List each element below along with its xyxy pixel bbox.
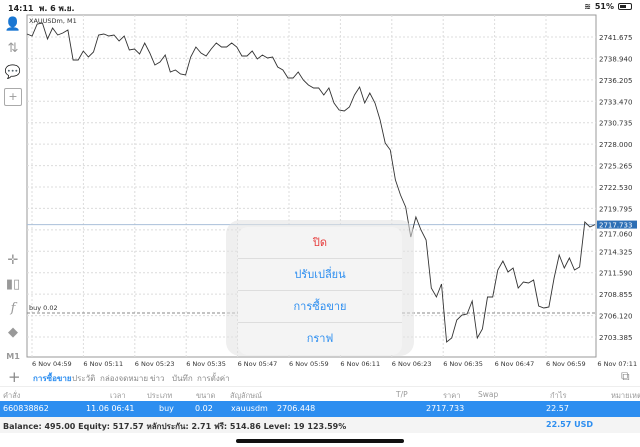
table-row[interactable]: 660838862 11.06 06:41 buy 0.02 xauusdm 2… xyxy=(0,401,640,417)
clock: 14:11 xyxy=(8,4,34,13)
price-tick-label: 2703.385 xyxy=(599,334,632,342)
price-tick-label: 2733.470 xyxy=(599,98,632,106)
order-line-label: buy 0.02 xyxy=(29,304,58,312)
symbol-label: XAUUSDm, M1 xyxy=(29,17,77,25)
time-tick-label: 6 Nov 06:35 xyxy=(443,360,483,368)
price-tick-label: 2738.940 xyxy=(599,55,632,63)
indicator-icon[interactable]: f xyxy=(10,301,16,316)
price-tick-label: 2706.120 xyxy=(599,313,632,321)
layout-toggle-icon[interactable]: ⧉ xyxy=(621,369,630,383)
total-profit: 22.57 USD xyxy=(546,420,593,429)
order-id: 660838862 xyxy=(3,404,49,413)
order-time: 11.06 06:41 xyxy=(86,404,135,413)
time-tick-label: 6 Nov 05:47 xyxy=(238,360,278,368)
time-tick-label: 6 Nov 05:59 xyxy=(289,360,329,368)
balance-bar: Balance: 495.00 Equity: 517.57 หลักประกั… xyxy=(0,417,640,433)
profit: 22.57 xyxy=(546,404,569,413)
time-tick-label: 6 Nov 05:23 xyxy=(135,360,175,368)
wifi-icon: ≋ xyxy=(584,2,591,11)
price-tick-label: 2714.325 xyxy=(599,248,632,256)
tab-settings[interactable]: การตั้งค่า xyxy=(197,374,230,383)
add-icon[interactable]: + xyxy=(8,368,21,386)
table-header: คำสั่ง เวลา ประเภท ขนาด สัญลักษณ์ T/P รา… xyxy=(0,386,640,401)
time-tick-label: 6 Nov 06:11 xyxy=(340,360,380,368)
tab-history[interactable]: ประวัติ xyxy=(72,374,96,383)
bottom-toolbar: + การซื้อขาย ประวัติ กล่องจดหมาย ข่าว บั… xyxy=(0,368,640,386)
price-tick-label: 2717.060 xyxy=(599,231,632,239)
account-icon[interactable]: 👤 xyxy=(4,17,22,32)
objects-icon[interactable]: ◆ xyxy=(8,325,18,340)
order-symbol: xauusdm xyxy=(231,404,268,413)
col-tp: T/P xyxy=(396,390,408,399)
time-tick-label: 6 Nov 06:47 xyxy=(495,360,535,368)
balance-text: Balance: 495.00 Equity: 517.57 หลักประกั… xyxy=(3,422,347,431)
time-tick-label: 6 Nov 07:11 xyxy=(597,360,637,368)
menu-item-close[interactable]: ปิด xyxy=(238,227,402,259)
new-order-icon[interactable]: + xyxy=(4,88,22,106)
tab-trade[interactable]: การซื้อขาย xyxy=(33,374,72,383)
crosshair-icon[interactable]: ✛ xyxy=(7,253,19,268)
chart-sidebar: 👤 ⇅ 💬 + ✛ ▮▯ f ◆ M1 xyxy=(0,14,26,364)
price-tick-label: 2741.675 xyxy=(599,34,632,42)
price-tick-label: 2719.795 xyxy=(599,205,632,213)
time-tick-label: 6 Nov 05:11 xyxy=(83,360,123,368)
price-tick-label: 2736.205 xyxy=(599,77,632,85)
price-series-line xyxy=(26,22,596,343)
time-tick-label: 6 Nov 05:35 xyxy=(186,360,226,368)
menu-item-trade[interactable]: การซื้อขาย xyxy=(238,291,402,323)
status-bar: 14:11 พ. 6 พ.ย. ≋ 51% xyxy=(0,0,640,13)
col-volume: ขนาด xyxy=(196,391,216,400)
col-symbol: สัญลักษณ์ xyxy=(230,391,263,400)
order-type: buy xyxy=(159,404,174,413)
price-tick-label: 2725.265 xyxy=(599,163,632,171)
time-tick-label: 6 Nov 04:59 xyxy=(32,360,72,368)
battery-icon xyxy=(618,3,632,10)
col-price: ราคา xyxy=(443,391,461,400)
col-comment: หมายเหตุ xyxy=(611,391,640,400)
price-tick-label: 2722.530 xyxy=(599,184,632,192)
order-action-menu: ปิด ปรับเปลี่ยน การซื้อขาย กราฟ xyxy=(238,227,402,355)
tab-news[interactable]: ข่าว xyxy=(150,374,165,383)
col-time: เวลา xyxy=(110,391,126,400)
time-tick-label: 6 Nov 06:23 xyxy=(392,360,432,368)
battery-percent: 51% xyxy=(594,2,614,11)
order-volume: 0.02 xyxy=(195,404,213,413)
price-tick-label: 2730.735 xyxy=(599,120,632,128)
price-tick-label: 2708.855 xyxy=(599,291,632,299)
col-order: คำสั่ง xyxy=(3,391,21,400)
col-profit: กำไร xyxy=(550,391,567,400)
menu-item-modify[interactable]: ปรับเปลี่ยน xyxy=(238,259,402,291)
timeframe-button[interactable]: M1 xyxy=(6,352,20,361)
trade-arrows-icon[interactable]: ⇅ xyxy=(7,41,19,56)
col-type: ประเภท xyxy=(147,391,173,400)
chat-icon[interactable]: 💬 xyxy=(4,65,22,80)
current-price-label: 2717.733 xyxy=(599,222,632,230)
tab-mailbox[interactable]: กล่องจดหมาย xyxy=(100,374,149,383)
col-swap: Swap xyxy=(478,390,499,399)
time-tick-label: 6 Nov 06:59 xyxy=(546,360,586,368)
menu-item-chart[interactable]: กราฟ xyxy=(306,332,334,345)
candlestick-icon[interactable]: ▮▯ xyxy=(5,277,21,292)
date: พ. 6 พ.ย. xyxy=(39,4,75,13)
tab-journal[interactable]: บันทึก xyxy=(172,374,193,383)
price-tick-label: 2728.000 xyxy=(599,141,632,149)
current-price-box xyxy=(597,220,637,229)
price-tick-label: 2711.590 xyxy=(599,270,632,278)
current-price: 2717.733 xyxy=(426,404,465,413)
open-price: 2706.448 xyxy=(277,404,316,413)
home-indicator[interactable] xyxy=(236,439,404,443)
